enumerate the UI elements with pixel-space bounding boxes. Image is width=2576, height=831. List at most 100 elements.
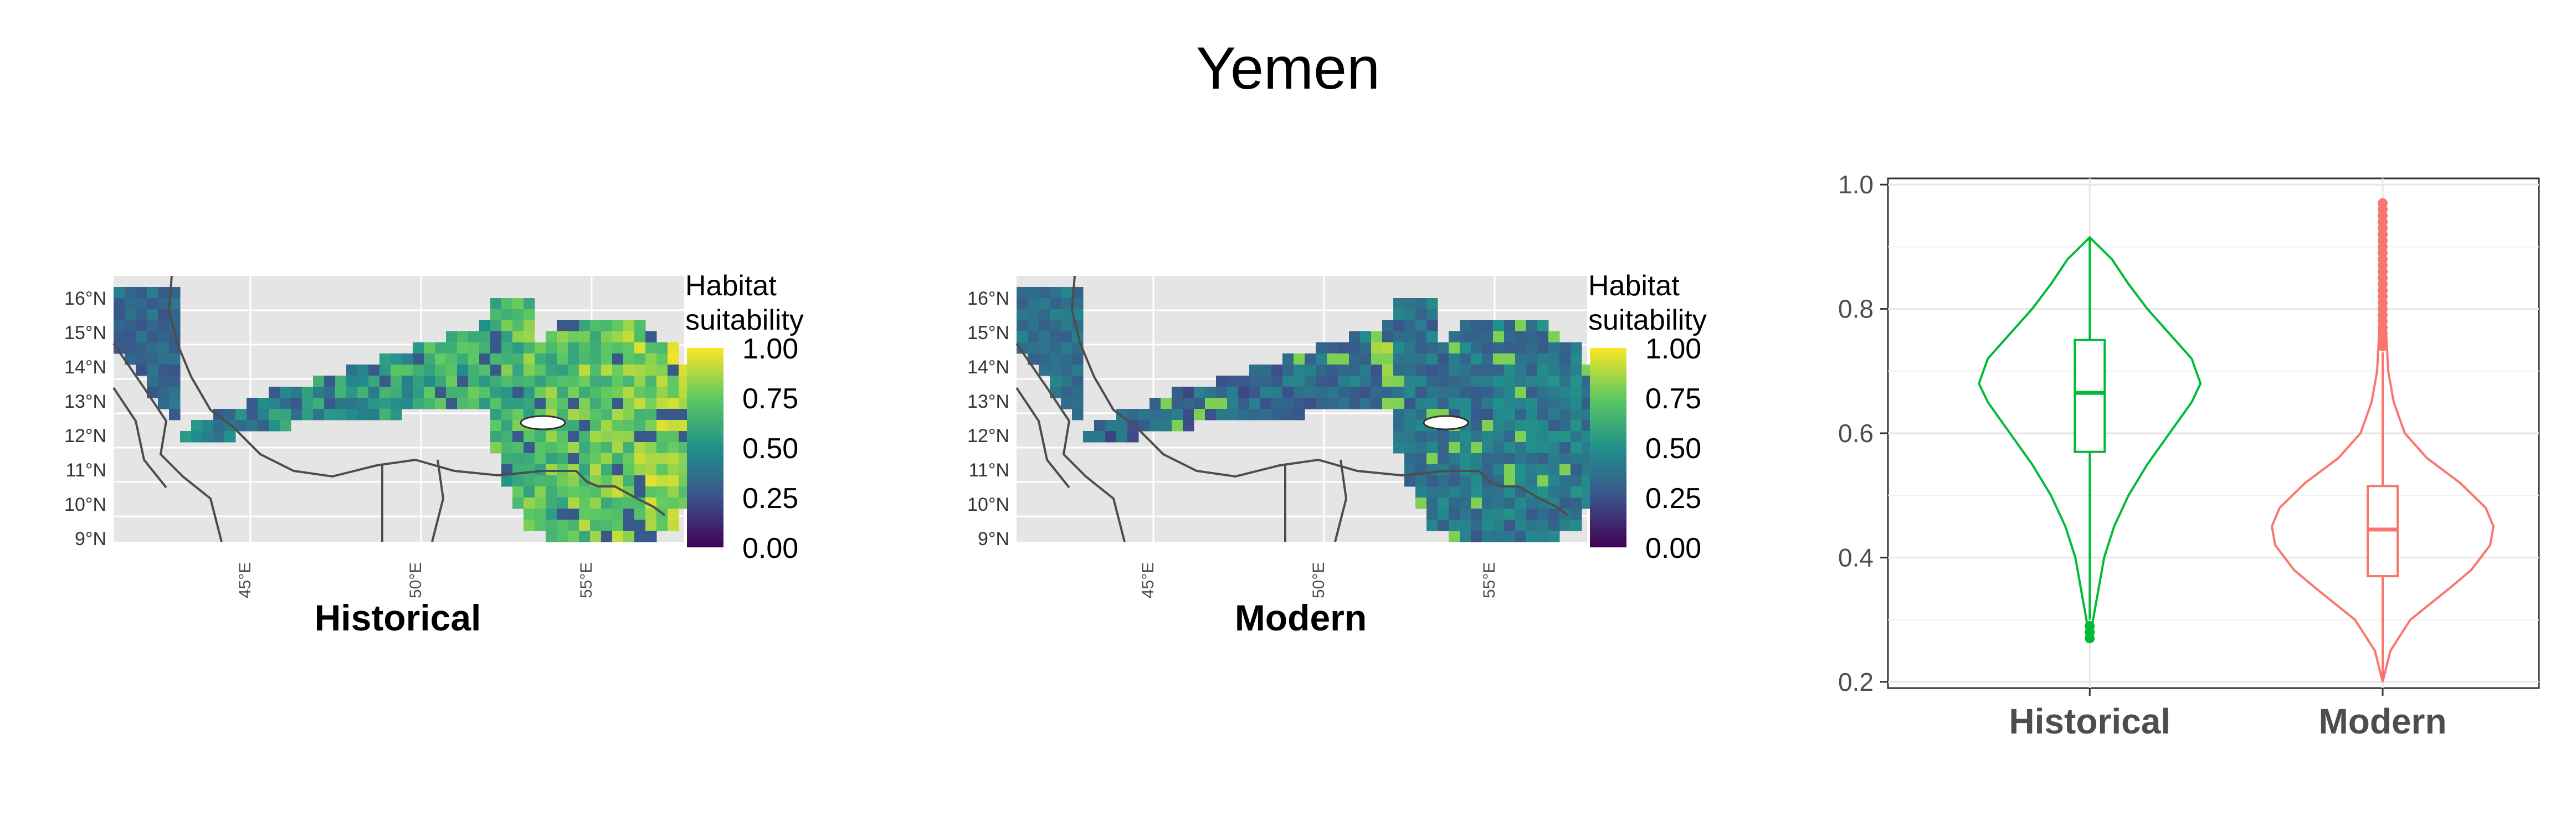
raster-cell [634, 520, 646, 531]
legend: Habitat suitability 1.00 0.75 0.50 0.25 … [1588, 270, 1707, 565]
raster-cell [1548, 353, 1560, 365]
raster-cell [435, 353, 447, 365]
raster-cell [313, 376, 325, 387]
raster-cell [557, 442, 568, 454]
raster-cell [645, 520, 657, 531]
raster-cell [1548, 376, 1560, 387]
raster-cell [623, 520, 635, 531]
raster-cell [136, 298, 147, 310]
legend-tick: 0.25 [1645, 483, 1701, 515]
raster-cell [1249, 387, 1261, 398]
raster-cell [1493, 420, 1505, 432]
raster-cell [524, 398, 535, 409]
raster-cell [136, 320, 147, 332]
raster-cell [490, 409, 502, 420]
raster-cell [1515, 520, 1527, 531]
raster-cell [1039, 331, 1050, 343]
raster-cell [1571, 475, 1582, 487]
raster-cell [656, 398, 668, 409]
raster-cell [601, 464, 613, 476]
raster-cell [1382, 387, 1394, 398]
raster-cell [1460, 409, 1471, 420]
raster-cell [1371, 353, 1383, 365]
raster-cell [1559, 520, 1571, 531]
raster-cell [1393, 365, 1405, 376]
raster-cell [479, 353, 491, 365]
raster-cell [623, 342, 635, 354]
raster-cell [623, 464, 635, 476]
raster-cell [668, 365, 679, 376]
raster-cell [1238, 409, 1250, 420]
raster-cell [512, 497, 524, 509]
raster-cell [1471, 320, 1482, 332]
raster-cell [1559, 420, 1571, 432]
raster-cell [1515, 409, 1527, 420]
raster-cell [1360, 331, 1372, 343]
raster-cell [1526, 376, 1538, 387]
raster-cell [656, 409, 668, 420]
raster-cell [1559, 342, 1571, 354]
raster-cell [1161, 409, 1172, 420]
legend-tick: 0.75 [1645, 383, 1701, 415]
raster-cell [1017, 287, 1028, 299]
raster-cell [1460, 365, 1471, 376]
raster-cell [1415, 376, 1427, 387]
raster-cell [557, 331, 568, 343]
raster-cell [1571, 520, 1582, 531]
raster-cell [1393, 309, 1405, 321]
raster-cell [1493, 342, 1505, 354]
raster-cell [479, 398, 491, 409]
raster-cell [324, 398, 336, 409]
raster-cell [612, 420, 624, 432]
raster-cell [557, 475, 568, 487]
raster-cell [490, 387, 502, 398]
raster-cell [114, 309, 125, 321]
raster-cell [1449, 398, 1460, 409]
raster-cell [1238, 398, 1250, 409]
raster-cell [158, 353, 170, 365]
raster-cell [1504, 431, 1516, 443]
raster-cell [1282, 409, 1294, 420]
raster-cell [247, 420, 258, 432]
map-x-axis: 45°E 50°E 55°E [1139, 562, 1499, 598]
raster-cell [579, 486, 591, 498]
raster-cell [1271, 387, 1283, 398]
raster-cell [1426, 509, 1438, 520]
raster-cell [490, 376, 502, 387]
raster-cell [601, 442, 613, 454]
raster-cell [524, 353, 535, 365]
raster-cell [524, 464, 535, 476]
outlier-point [2378, 198, 2388, 208]
raster-cell [1338, 353, 1349, 365]
raster-cell [612, 353, 624, 365]
raster-cell [1482, 353, 1494, 365]
raster-cell [1083, 431, 1095, 443]
raster-cell [590, 387, 602, 398]
raster-cell [1515, 442, 1527, 454]
raster-cell [668, 409, 679, 420]
raster-cell [1039, 342, 1050, 354]
raster-cell [1460, 442, 1471, 454]
raster-cell [136, 365, 147, 376]
raster-cell [612, 453, 624, 465]
legend-tick: 0.25 [742, 483, 798, 515]
raster-cell [213, 420, 225, 432]
raster-cell [457, 331, 469, 343]
raster-cell [1515, 464, 1527, 476]
raster-cell [656, 431, 668, 443]
raster-cell [501, 376, 513, 387]
raster-cell [546, 520, 557, 531]
raster-cell [1039, 287, 1050, 299]
y-tick-label: 12°N [64, 425, 106, 447]
raster-cell [1371, 342, 1383, 354]
raster-cell [568, 520, 579, 531]
raster-cell [1571, 497, 1582, 509]
raster-cell [612, 442, 624, 454]
raster-cell [1338, 398, 1349, 409]
raster-cell [645, 376, 657, 387]
raster-cell [136, 309, 147, 321]
raster-cell [634, 320, 646, 332]
raster-cell [612, 520, 624, 531]
raster-cell [512, 409, 524, 420]
raster-cell [535, 453, 546, 465]
